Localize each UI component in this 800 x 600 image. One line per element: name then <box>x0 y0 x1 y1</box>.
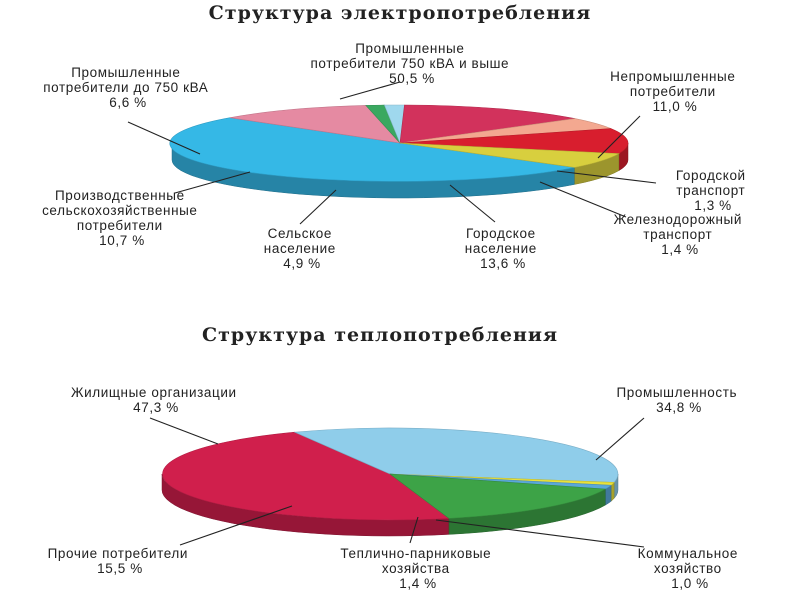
pie-slice-2 <box>229 105 401 144</box>
label-communal-services: Коммунальное хозяйство 1,0 % <box>638 546 743 591</box>
leader-line <box>409 516 419 544</box>
chart-title: Структура электропотребления <box>209 2 592 24</box>
pie-slice-5 <box>389 473 607 519</box>
pie-slice-5 <box>399 104 575 144</box>
label-industrial-750-plus: Промышленные потребители 750 кВА и выше … <box>310 41 513 86</box>
pie-heat <box>161 427 619 537</box>
label-rural-population: Сельское население 4,9 % <box>264 226 340 271</box>
label-greenhouse-farms: Теплично-парниковые хозяйства 1,4 % <box>340 546 495 591</box>
pie-slice-2 <box>293 427 619 483</box>
leader-line <box>597 115 641 159</box>
leader-line <box>179 505 293 546</box>
label-urban-population: Городское население 13,6 % <box>465 226 541 271</box>
chart-title: Структура теплопотребления <box>202 324 558 346</box>
leader-line <box>174 171 251 194</box>
label-housing-organizations: Жилищные организации 47,3 % <box>71 385 241 415</box>
labels-electricity: Промышленные потребители 750 кВА и выше … <box>42 41 750 271</box>
leader-line <box>539 181 627 218</box>
label-urban-transport: Городской транспорт 1,3 % <box>676 168 750 213</box>
labels-heat: Жилищные организации 47,3 % Промышленнос… <box>48 385 743 591</box>
pie-slice-8 <box>399 142 620 168</box>
leader-line <box>127 121 201 155</box>
leader-line <box>595 417 645 461</box>
leader-line <box>556 170 657 184</box>
leader-line <box>149 417 219 445</box>
leader-line <box>339 81 401 100</box>
leader-line <box>449 184 496 223</box>
pie-slice-7 <box>399 128 629 154</box>
leader-line <box>299 189 337 225</box>
pie-slice-1 <box>162 431 450 521</box>
label-railway-transport: Железнодорожный транспорт 1,4 % <box>614 212 747 257</box>
label-non-industrial: Непромышленные потребители 11,0 % <box>610 69 740 114</box>
label-agricultural-producers: Производственные сельскохозяйственные по… <box>42 188 202 248</box>
label-industrial-below-750: Промышленные потребители до 750 кВА 6,6 … <box>43 65 213 110</box>
label-industry: Промышленность 34,8 % <box>616 385 741 415</box>
leaders-heat <box>149 417 645 548</box>
label-other-consumers: Прочие потребители 15,5 % <box>48 546 193 576</box>
leaders-electricity <box>127 81 657 225</box>
electricity-chart: Структура электропотребления Промышленны… <box>42 2 750 271</box>
heat-chart: Структура теплопотребления Жилищные орга… <box>48 324 743 591</box>
leader-line <box>435 519 645 548</box>
pie-electricity <box>169 104 629 199</box>
